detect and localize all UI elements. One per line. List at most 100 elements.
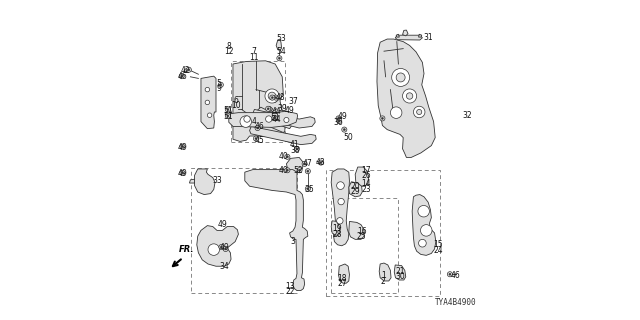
Text: 46: 46	[451, 271, 461, 280]
Circle shape	[294, 146, 300, 151]
Circle shape	[307, 188, 309, 190]
Circle shape	[179, 74, 184, 79]
Circle shape	[286, 156, 289, 158]
Circle shape	[180, 170, 185, 175]
Bar	[231, 61, 285, 142]
Circle shape	[267, 108, 269, 110]
Text: 51: 51	[223, 112, 233, 121]
Circle shape	[255, 138, 257, 140]
Polygon shape	[251, 122, 295, 143]
Text: 38: 38	[290, 146, 300, 155]
Text: 46: 46	[177, 72, 187, 81]
Text: 29: 29	[351, 187, 360, 196]
Circle shape	[257, 127, 259, 129]
Circle shape	[205, 100, 210, 105]
Polygon shape	[349, 182, 362, 197]
Polygon shape	[276, 39, 282, 51]
Circle shape	[284, 117, 289, 123]
Circle shape	[390, 107, 402, 118]
Bar	[191, 168, 297, 293]
Circle shape	[419, 239, 426, 247]
Circle shape	[225, 248, 227, 250]
Text: 12: 12	[224, 47, 234, 56]
Circle shape	[420, 225, 432, 236]
Circle shape	[381, 117, 383, 119]
Bar	[332, 198, 398, 293]
Text: 26: 26	[362, 171, 371, 180]
Circle shape	[255, 125, 260, 131]
Polygon shape	[271, 97, 278, 102]
Text: 3: 3	[291, 237, 295, 246]
Circle shape	[207, 113, 212, 117]
Text: 6: 6	[234, 96, 238, 105]
Polygon shape	[355, 167, 369, 186]
Polygon shape	[189, 179, 195, 183]
Text: 21: 21	[396, 267, 404, 276]
Text: 42: 42	[181, 66, 191, 75]
Polygon shape	[349, 221, 364, 239]
Text: 28: 28	[332, 230, 342, 239]
Circle shape	[180, 144, 185, 149]
Text: 50: 50	[344, 133, 353, 142]
Polygon shape	[254, 107, 292, 129]
Polygon shape	[394, 265, 406, 280]
Text: 49: 49	[218, 220, 227, 229]
Text: 24: 24	[433, 246, 444, 255]
Text: 7: 7	[252, 47, 256, 56]
Text: 54: 54	[276, 47, 286, 56]
Bar	[326, 170, 440, 296]
Text: 11: 11	[249, 53, 259, 62]
Text: 49: 49	[338, 112, 348, 121]
Polygon shape	[396, 35, 422, 40]
Circle shape	[270, 95, 275, 100]
Text: 18: 18	[338, 274, 347, 283]
Circle shape	[223, 246, 228, 252]
Polygon shape	[377, 39, 435, 157]
Circle shape	[337, 182, 344, 189]
Circle shape	[305, 186, 310, 191]
Circle shape	[413, 106, 425, 118]
Circle shape	[271, 97, 273, 99]
Circle shape	[406, 93, 413, 99]
Text: 34: 34	[219, 262, 229, 271]
Text: 30: 30	[395, 272, 405, 281]
Circle shape	[342, 127, 347, 132]
Polygon shape	[229, 111, 298, 127]
Polygon shape	[233, 61, 285, 141]
Circle shape	[272, 115, 277, 120]
Text: 5: 5	[216, 79, 221, 88]
Circle shape	[417, 109, 422, 115]
Polygon shape	[332, 169, 349, 246]
Text: 22: 22	[285, 287, 295, 296]
Text: 20: 20	[351, 182, 360, 191]
Text: 13: 13	[285, 282, 295, 291]
Text: 45: 45	[255, 136, 265, 145]
Text: TYA4B4900: TYA4B4900	[435, 298, 476, 307]
Circle shape	[220, 246, 223, 248]
Circle shape	[303, 163, 306, 165]
Circle shape	[225, 107, 230, 112]
Polygon shape	[412, 195, 436, 255]
Text: 40: 40	[278, 166, 288, 175]
Polygon shape	[245, 170, 308, 291]
Text: 49: 49	[178, 143, 188, 152]
Circle shape	[268, 92, 276, 100]
Circle shape	[265, 89, 279, 103]
Circle shape	[225, 113, 230, 118]
Text: FR.: FR.	[179, 245, 194, 254]
Circle shape	[186, 67, 191, 72]
Text: 49: 49	[285, 106, 294, 115]
Text: 27: 27	[337, 279, 348, 288]
Polygon shape	[403, 30, 408, 36]
Text: 32: 32	[462, 111, 472, 120]
Circle shape	[278, 57, 280, 59]
Circle shape	[273, 95, 278, 100]
Circle shape	[418, 205, 429, 217]
Text: 19: 19	[332, 224, 342, 233]
Circle shape	[285, 154, 290, 159]
Circle shape	[208, 244, 220, 255]
Text: 51: 51	[270, 113, 280, 122]
Polygon shape	[419, 34, 422, 37]
Polygon shape	[332, 221, 340, 235]
Text: 36: 36	[333, 118, 344, 127]
